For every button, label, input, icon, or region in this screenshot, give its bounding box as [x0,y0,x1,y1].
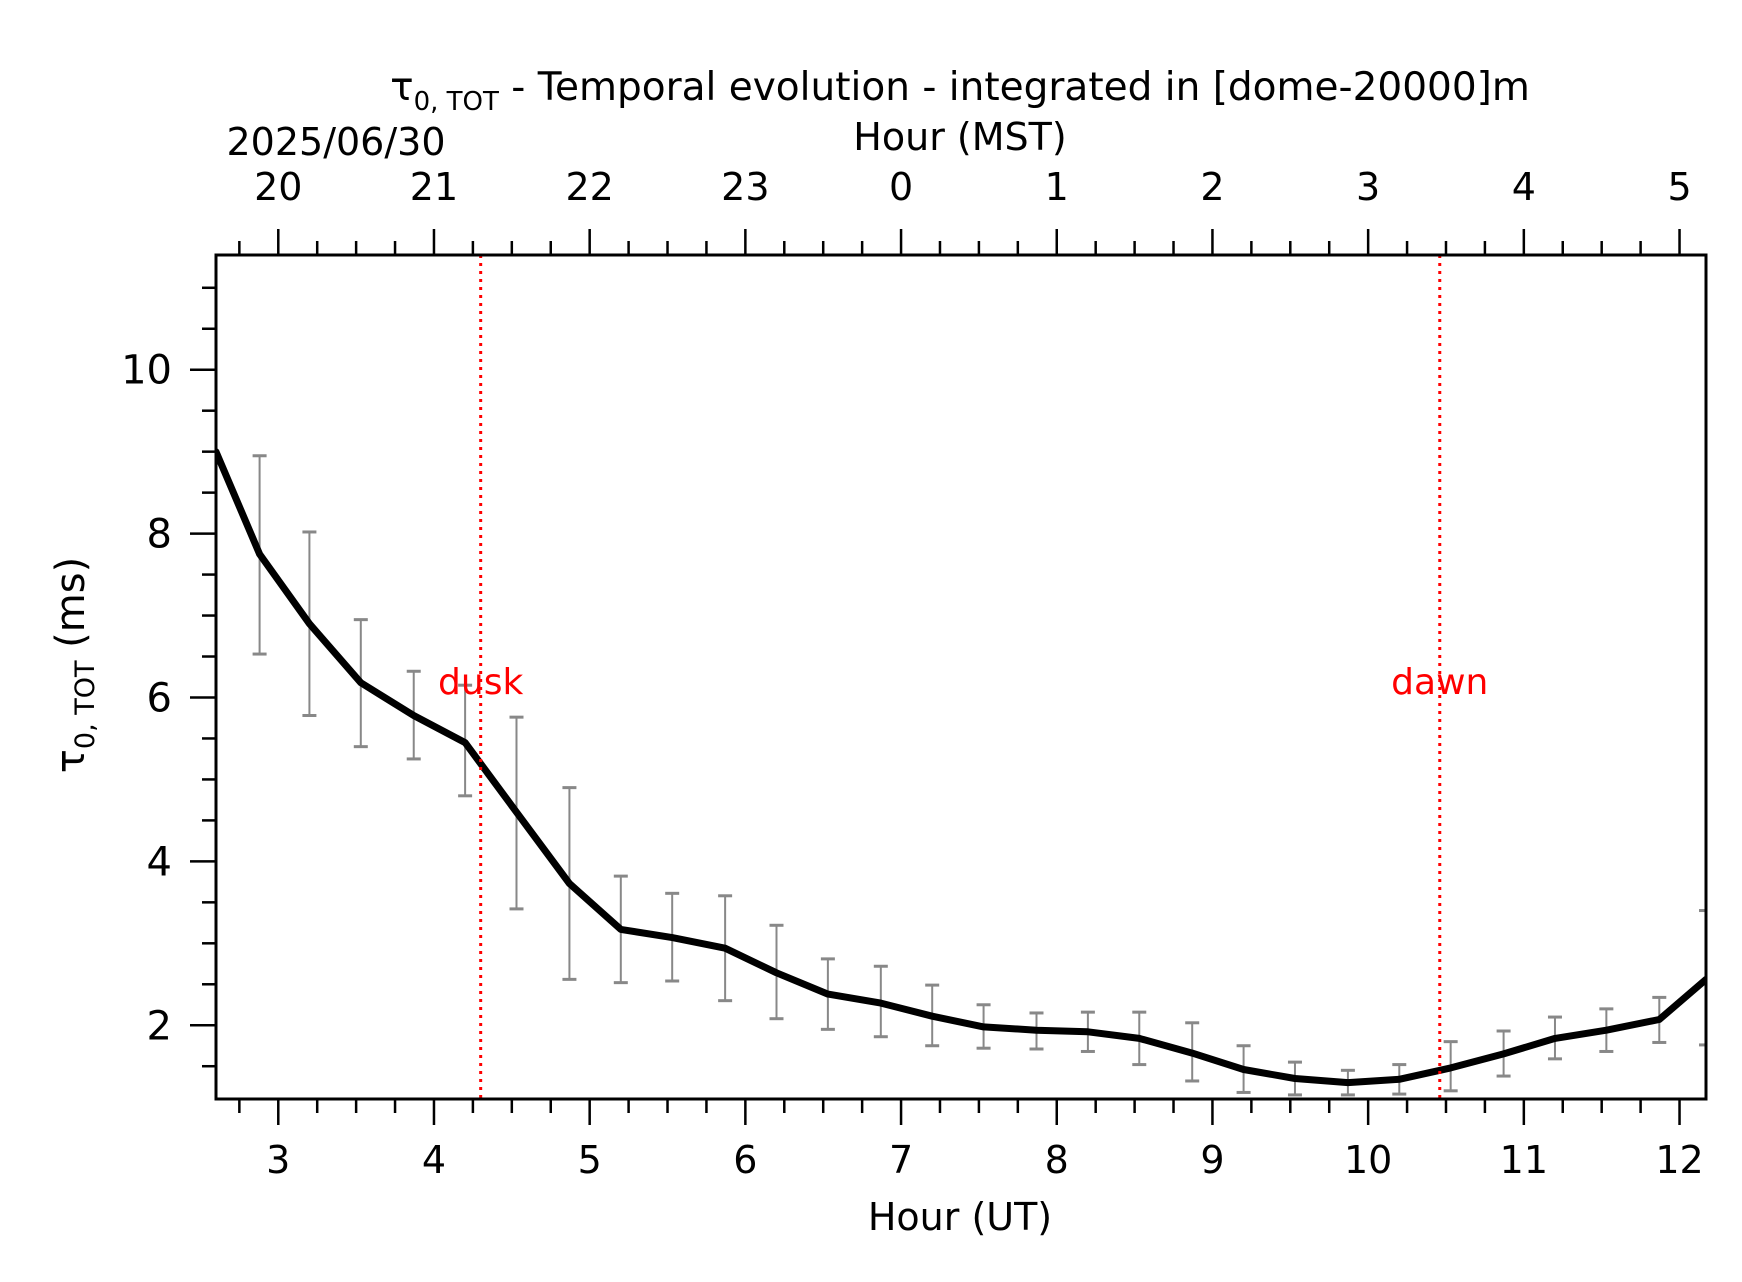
chart-title-symbol: τ [390,65,413,110]
event-label-dawn: dawn [1391,662,1488,703]
x-tick-label: 8 [1045,1138,1069,1182]
chart-title-text: - Temporal evolution - integrated in [do… [499,65,1530,110]
x2-tick-label: 1 [1045,165,1069,209]
x2-tick-label: 0 [889,165,913,209]
date-label: 2025/06/30 [226,120,445,164]
x-tick-label: 4 [422,1138,446,1182]
x2-tick-label: 23 [721,165,769,209]
y-tick-label: 6 [147,675,172,721]
y-axis-label: τ0, TOT (ms) [48,557,101,773]
x2-tick-label: 21 [410,165,458,209]
y-axis-label-text: (ms) [48,557,94,661]
x2-tick-label: 3 [1356,165,1380,209]
y-tick-label: 2 [147,1003,172,1049]
x-tick-label: 3 [266,1138,290,1182]
x2-tick-label: 2 [1200,165,1224,209]
x-tick-label: 9 [1200,1138,1224,1182]
x2-tick-label: 4 [1512,165,1536,209]
x-tick-label: 10 [1344,1138,1392,1182]
x-tick-label: 12 [1655,1138,1703,1182]
x2-tick-label: 20 [254,165,302,209]
ticks [190,229,1681,1125]
y-axis-label-subscript: 0, TOT [70,660,101,749]
y-axis-label-symbol: τ [48,749,94,773]
series-line [216,448,1706,1087]
x-tick-labels: 3 4 5 6 7 8 9 10 11 12 [266,1138,1704,1182]
x-tick-label: 5 [578,1138,602,1182]
x2-tick-labels: 20 21 22 23 0 1 2 3 4 5 [254,165,1692,209]
x-tick-label: 11 [1500,1138,1548,1182]
y-tick-label: 4 [147,839,172,885]
plot-frame [214,253,1708,1101]
chart-title: τ0, TOT - Temporal evolution - integrate… [390,65,1530,117]
y-tick-label: 10 [121,348,172,394]
x2-axis-label: Hour (MST) [853,115,1066,159]
y-tick-label: 8 [147,512,172,558]
plot-contents [216,255,1706,1099]
x-tick-label: 6 [733,1138,757,1182]
x2-tick-label: 22 [565,165,613,209]
x-tick-label: 7 [889,1138,913,1182]
x-axis-label: Hour (UT) [868,1195,1052,1239]
x2-tick-label: 5 [1667,165,1691,209]
event-labels: dusk dawn [438,662,1488,703]
y-tick-labels: 2 4 6 8 10 [121,348,172,1050]
chart-title-subscript: 0, TOT [414,87,499,117]
event-label-dusk: dusk [438,662,523,703]
error-bar [1699,909,1706,1047]
